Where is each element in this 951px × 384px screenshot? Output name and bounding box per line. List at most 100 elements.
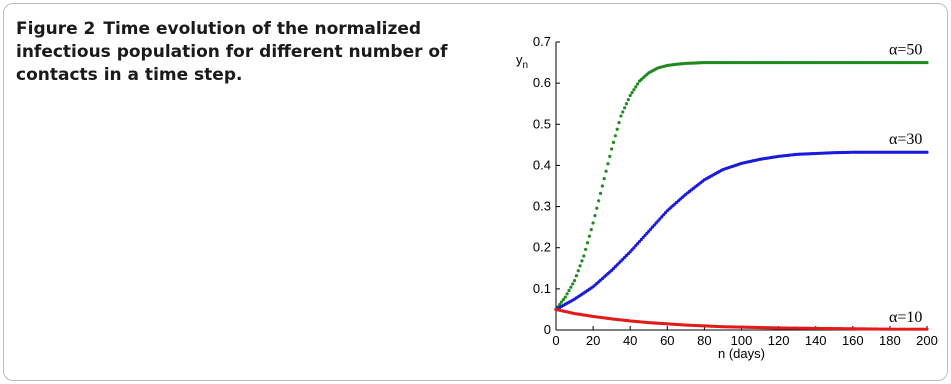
data-point [582,254,586,258]
data-point [663,211,668,215]
data-point [571,282,575,286]
data-point [565,292,569,296]
x-tick-label: 100 [731,333,753,348]
data-point [656,219,660,223]
x-tick-label: 180 [879,333,901,348]
data-point [634,244,638,248]
y-tick-label: 0.2 [533,240,551,255]
series-2 [554,150,929,312]
data-point [661,213,666,217]
data-point [613,134,617,138]
data-point [569,285,573,289]
series-1 [554,60,929,312]
data-point [591,221,595,225]
data-point [602,176,606,181]
data-point [600,184,604,188]
chart-series [554,60,929,331]
y-tick-label: 0.4 [533,157,551,172]
data-point [925,327,929,331]
data-point [650,225,655,229]
data-point [645,231,649,235]
figure-frame [3,3,948,381]
data-point [637,239,642,244]
data-point [576,269,580,273]
chart-axes [555,42,927,331]
x-tick-label: 200 [916,333,938,348]
data-point [584,247,588,251]
series-label-3: α=10 [889,309,922,326]
y-tick-label: 0.3 [533,199,551,214]
data-point [639,237,643,242]
x-tick-label: 140 [805,333,827,348]
data-point [626,98,630,102]
y-tick-label: 0 [544,322,551,337]
data-point [574,274,579,278]
data-point [608,154,612,158]
y-tick-label: 0.5 [533,116,551,131]
data-point [619,114,623,118]
data-point [559,300,564,304]
data-point [658,217,662,221]
y-axis-title-main: y [516,52,523,67]
data-point [589,228,593,232]
data-point [628,250,632,254]
data-point [593,214,597,218]
series-label-2: α=30 [889,131,922,148]
data-point [578,264,582,268]
data-point [604,169,608,173]
chart-labels: α=50 α=30 α=10 [889,42,922,326]
data-point [925,150,929,154]
figure-label: Figure 2 [16,19,96,39]
data-point [595,206,599,210]
data-point [652,223,656,227]
data-point [563,295,567,299]
data-point [610,147,614,151]
x-tick-label: 40 [623,333,637,348]
data-point [615,127,619,131]
data-point [636,242,640,246]
data-point [647,229,651,233]
data-point [632,88,636,92]
data-point [628,93,632,98]
data-point [611,140,616,144]
data-point [567,288,571,293]
x-tick-label: 0 [552,333,559,348]
x-tick-label: 160 [842,333,864,348]
data-point [580,259,584,263]
data-point [630,91,634,95]
series-label-1: α=50 [889,42,922,59]
data-point [632,246,636,250]
data-point [630,248,634,252]
data-point [925,60,929,65]
y-axis-title-subscript: n [523,60,529,71]
series-3 [554,307,929,331]
x-axis-title: n (days) [718,346,765,361]
x-tick-label: 60 [660,333,674,348]
data-point [572,279,577,283]
data-point [654,221,658,225]
y-tick-label: 0.6 [533,75,551,90]
data-point [598,191,603,196]
data-point [561,297,566,302]
x-tick-label: 80 [697,333,711,348]
caption-text: Time evolution of the normalized infecti… [16,19,448,85]
chart-ticks: 0 20 40 60 80 100 120 140 160 180 200 0 0.1 0.2 0.3 0.4… [533,34,938,348]
y-tick-label: 0.1 [533,281,551,296]
x-tick-label: 20 [586,333,600,348]
data-point [617,121,621,125]
y-axis-title: yn [516,52,528,71]
y-tick-label: 0.7 [533,34,551,49]
data-point [606,162,610,166]
data-point [636,82,640,86]
data-point [585,241,590,245]
data-point [634,85,638,89]
data-point [660,215,664,219]
data-point [587,234,591,238]
data-point [643,233,647,237]
data-point [641,235,645,240]
data-point [597,199,601,203]
figure-caption: Figure 2 Time evolution of the normalized… [16,18,456,87]
data-point [623,106,627,110]
data-point [649,227,653,231]
